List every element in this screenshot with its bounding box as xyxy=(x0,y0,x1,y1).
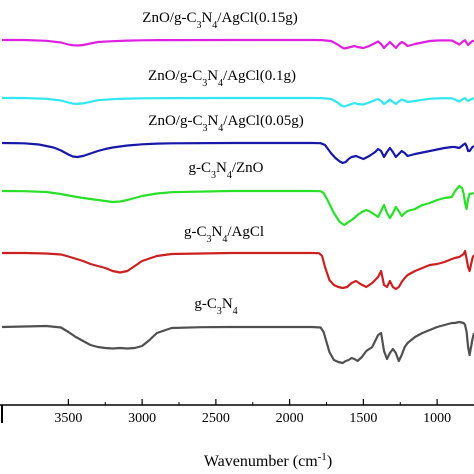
x-tick-label-3000: 3000 xyxy=(128,411,156,426)
x-tick-label-3500: 3500 xyxy=(54,411,82,426)
series-line-1 xyxy=(2,38,474,50)
series-label-3: ZnO/g-C3N4/AgCl(0.05g) xyxy=(148,113,303,134)
x-axis-title: Wavenumber (cm-1) xyxy=(204,451,332,470)
series-label-6: g-C3N4 xyxy=(194,296,237,317)
x-tick-label-1500: 1500 xyxy=(349,411,377,426)
series-layer: ZnO/g-C3N4/AgCl(0.15g) ZnO/g-C3N4/AgCl(0.… xyxy=(1,10,474,365)
series-label-2: ZnO/g-C3N4/AgCl(0.1g) xyxy=(148,68,296,89)
series-line-5 xyxy=(2,249,474,291)
series-label-5: g-C3N4/AgCl xyxy=(184,224,264,245)
series-line-6 xyxy=(1,320,474,365)
series-line-3 xyxy=(1,141,474,165)
x-tick-label-2000: 2000 xyxy=(276,411,304,426)
series-label-4: g-C3N4/ZnO xyxy=(188,160,263,181)
x-tick-label-1000: 1000 xyxy=(423,411,451,426)
x-axis: 3500 3000 2500 2000 1500 1000 xyxy=(0,399,474,426)
series-line-4 xyxy=(1,184,474,227)
series-label-1: ZnO/g-C3N4/AgCl(0.15g) xyxy=(142,10,297,31)
series-line-2 xyxy=(2,96,474,108)
x-tick-label-2500: 2500 xyxy=(202,411,230,426)
